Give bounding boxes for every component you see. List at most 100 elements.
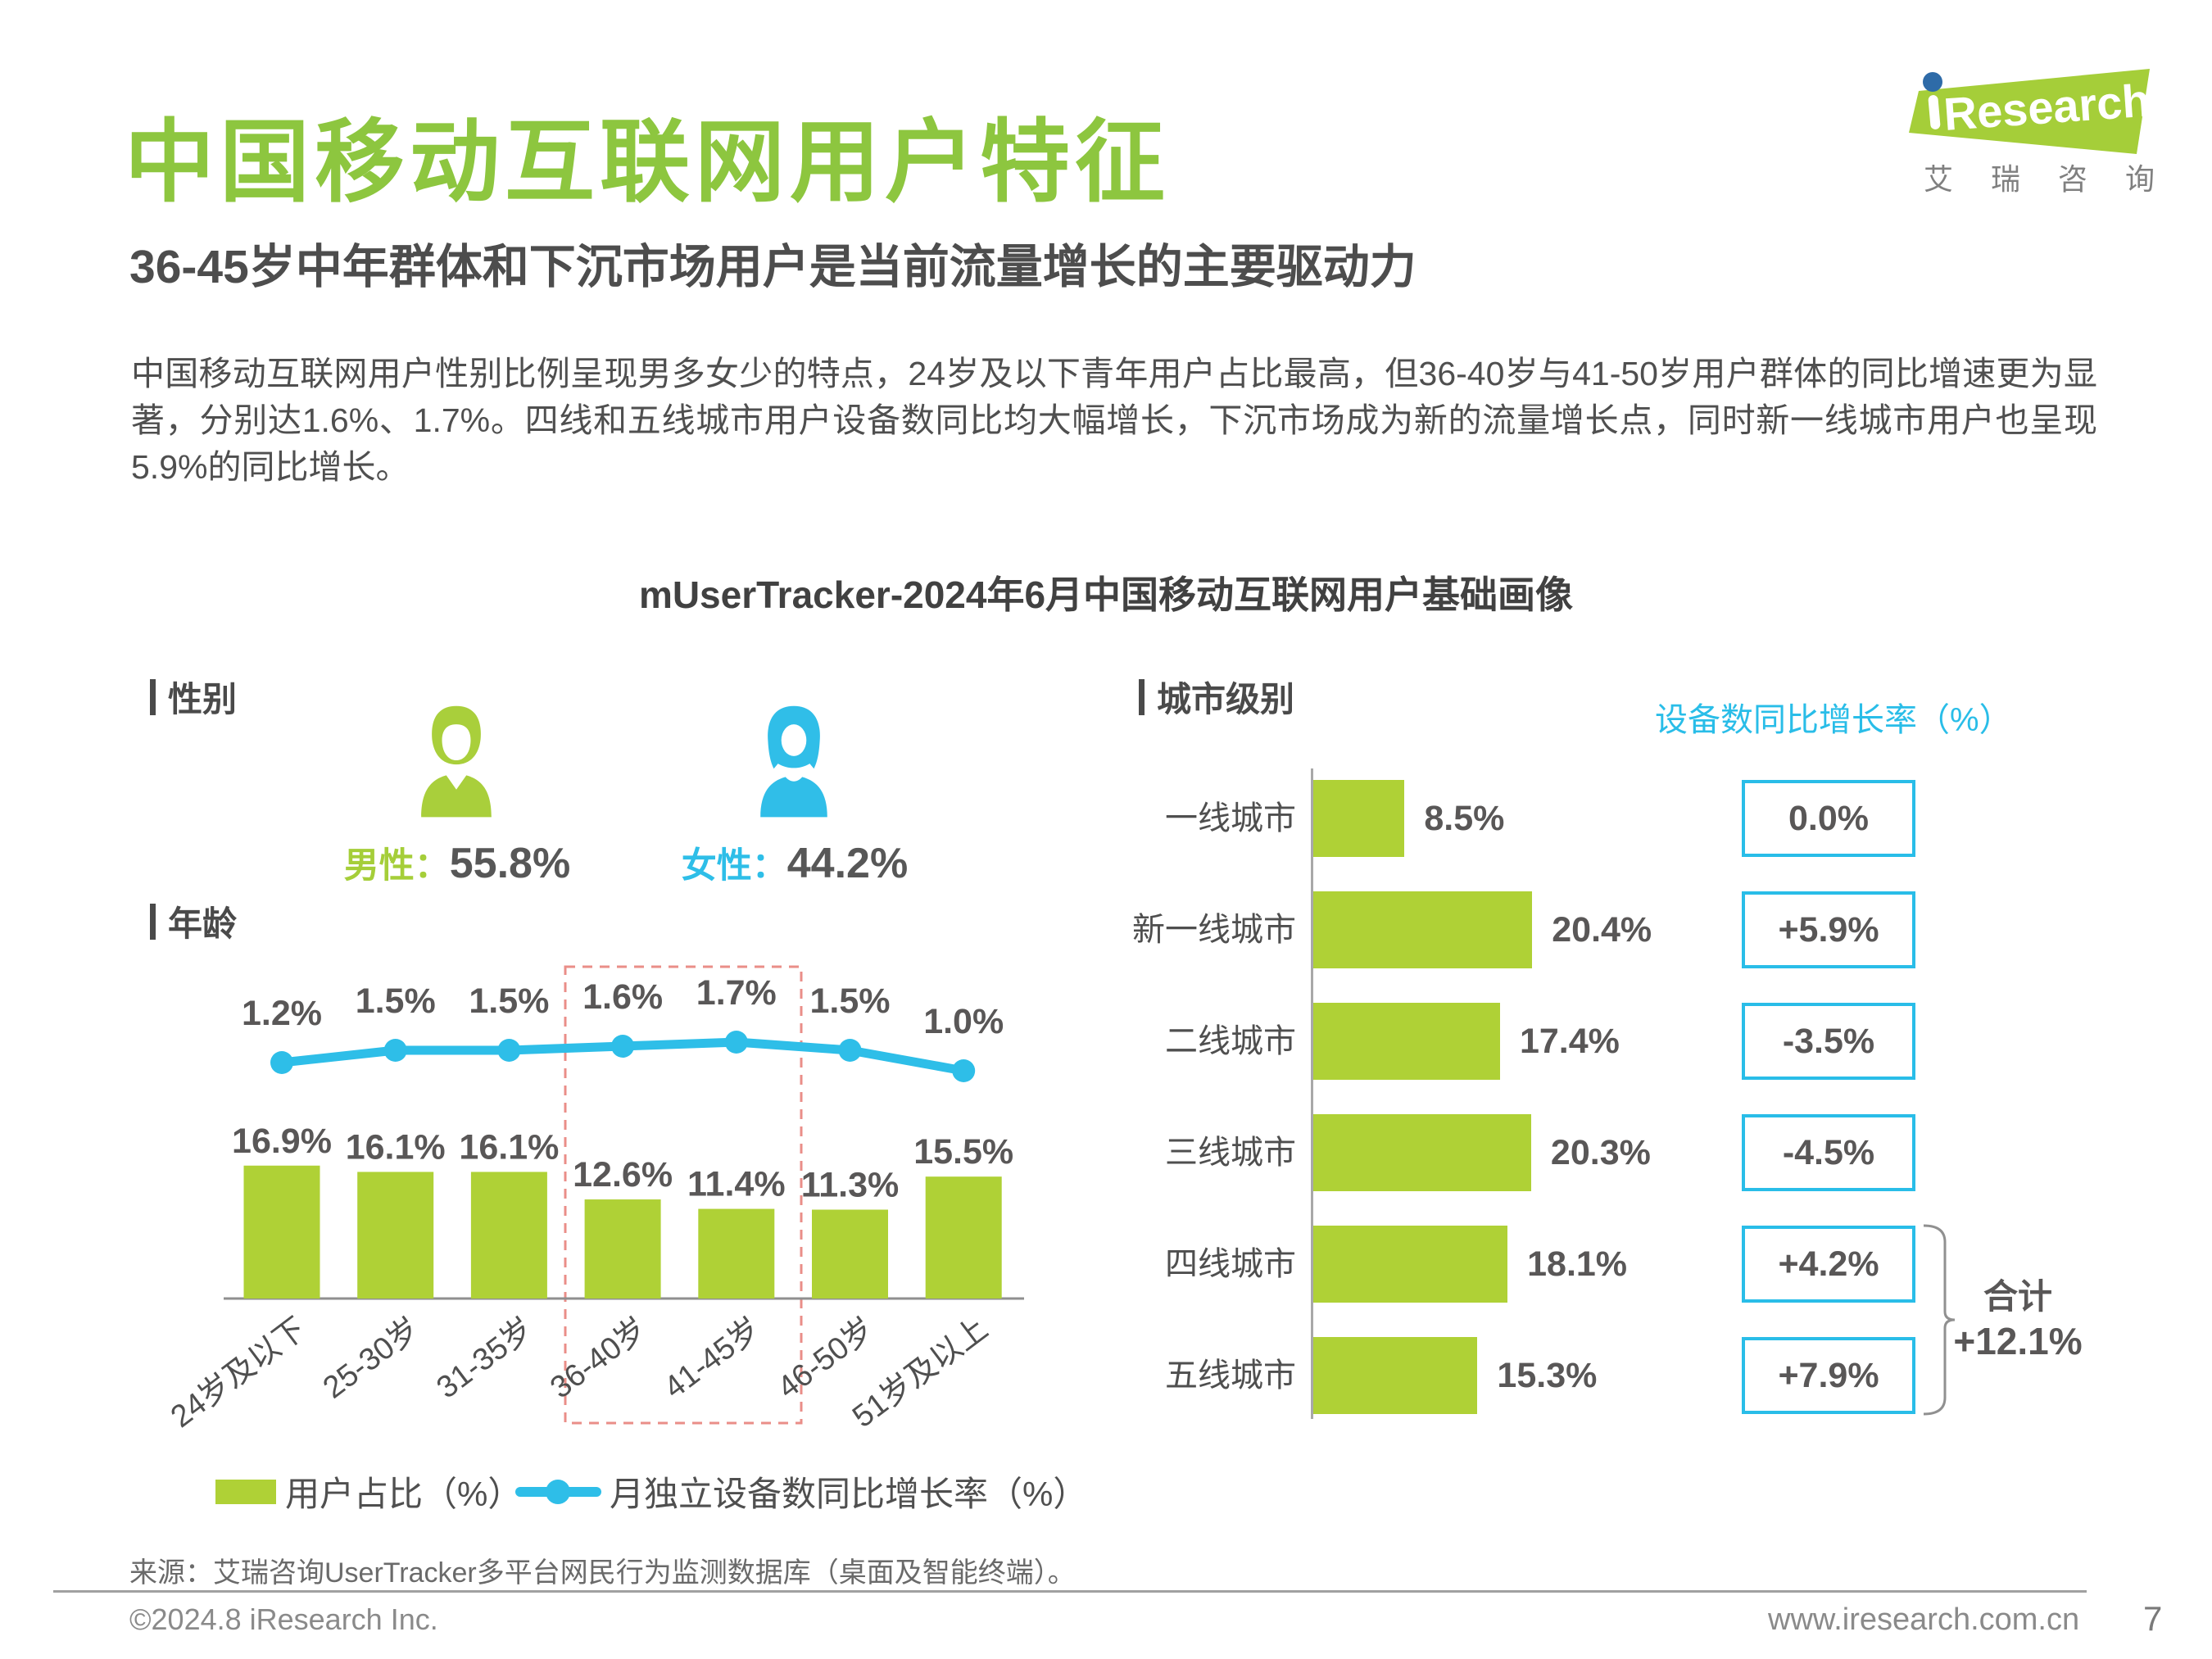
growth-rate-box: +5.9% bbox=[1742, 891, 1915, 968]
section-marker bbox=[150, 903, 156, 940]
city-tier-label: 三线城市 bbox=[1165, 1135, 1296, 1171]
male-face bbox=[442, 724, 471, 760]
city-tier-bar bbox=[1313, 891, 1533, 968]
legend-line-label: 月独立设备数同比增长率（%） bbox=[610, 1475, 1087, 1513]
footer-source: 来源：艾瑞咨询UserTracker多平台网民行为监测数据库（桌面及智能终端）。 bbox=[129, 1557, 1076, 1589]
age-axis-label: 31-35岁 bbox=[431, 1312, 540, 1406]
male-collar bbox=[448, 773, 465, 788]
city-tier-bar bbox=[1313, 1003, 1500, 1080]
logo-i-stem bbox=[1928, 95, 1941, 129]
female-value: 44.2% bbox=[786, 840, 909, 887]
growth-rate-box: +4.2% bbox=[1742, 1226, 1915, 1303]
female-label: 女性： bbox=[681, 846, 787, 886]
chart-title: mUserTracker-2024年6月中国移动互联网用户基础画像 bbox=[638, 573, 1574, 616]
growth-line-point bbox=[497, 1039, 521, 1062]
device-growth-header: 设备数同比增长率（%） bbox=[1655, 702, 2012, 738]
growth-line-point bbox=[611, 1035, 635, 1058]
age-axis-label: 25-30岁 bbox=[317, 1312, 426, 1406]
male-value: 55.8% bbox=[449, 840, 571, 887]
section-label-age: 年龄 bbox=[150, 896, 237, 946]
footer-copyright: ©2024.8 iResearch Inc. bbox=[129, 1602, 438, 1636]
page-subtitle: 36-45岁中年群体和下沉市场用户是当前流量增长的主要驱动力 bbox=[129, 241, 1416, 293]
age-combo-chart: 16.9% 16.1% 16.1% 12.6% 11.4% 11.3% 15.5% 1.2% 1… bbox=[165, 965, 1087, 1513]
footer-website: www.iresearch.com.cn bbox=[1768, 1602, 2080, 1637]
age-bar bbox=[925, 1176, 1002, 1299]
logo-i-dot bbox=[1923, 72, 1942, 92]
city-tier-bar bbox=[1313, 1114, 1531, 1191]
intro-paragraph: 中国移动互联网用户性别比例呈现男多女少的特点，24岁及以下青年用户占比最高，但3… bbox=[131, 355, 2097, 486]
legend-bar-label: 用户占比（%） bbox=[285, 1475, 522, 1513]
age-bar-value: 16.1% bbox=[459, 1127, 559, 1167]
age-axis-label: 36-40岁 bbox=[544, 1312, 653, 1406]
iresearch-logo: Research 艾瑞咨询 bbox=[1909, 69, 2156, 196]
age-bar bbox=[357, 1172, 434, 1299]
footer-divider bbox=[53, 1590, 2087, 1593]
growth-line-point bbox=[838, 1039, 862, 1062]
age-bar bbox=[698, 1208, 775, 1299]
male-user-icon bbox=[421, 705, 492, 818]
age-bar-value: 15.5% bbox=[913, 1132, 1013, 1172]
section-marker bbox=[1139, 678, 1145, 715]
section-label-gender: 性别 bbox=[150, 672, 237, 722]
growth-point-value: 1.5% bbox=[356, 981, 436, 1021]
growth-point-value: 1.0% bbox=[923, 1002, 1004, 1041]
age-bar-value: 11.3% bbox=[801, 1166, 900, 1205]
growth-rate-box: -3.5% bbox=[1742, 1003, 1915, 1080]
age-bar bbox=[812, 1209, 888, 1299]
city-tier-label: 新一线城市 bbox=[1132, 912, 1296, 948]
growth-total-value: +12.1% bbox=[1953, 1320, 2083, 1362]
age-axis-label: 46-50岁 bbox=[772, 1312, 881, 1406]
age-bar bbox=[470, 1172, 547, 1299]
male-label: 男性： bbox=[343, 846, 450, 886]
city-tier-value: 17.4% bbox=[1519, 1022, 1620, 1061]
male-stat: 男性：55.8% bbox=[313, 837, 601, 888]
section-label-city: 城市级别 bbox=[1139, 672, 1294, 722]
logo-flag-shape bbox=[1909, 69, 2150, 154]
page-number: 7 bbox=[2143, 1599, 2163, 1638]
legend-bar-swatch bbox=[215, 1480, 276, 1504]
city-tier-value: 20.3% bbox=[1550, 1133, 1651, 1172]
age-bar-value: 16.9% bbox=[232, 1122, 332, 1161]
age-bar-value: 11.4% bbox=[687, 1165, 786, 1204]
growth-point-value: 1.6% bbox=[582, 977, 663, 1017]
logo-caption: 艾瑞咨询 bbox=[1924, 162, 2156, 196]
growth-total: 合计 +12.1% bbox=[1948, 1275, 2087, 1363]
age-axis-label: 24岁及以下 bbox=[165, 1312, 312, 1435]
city-axis-line bbox=[1311, 768, 1313, 1419]
city-tier-label: 二线城市 bbox=[1165, 1023, 1296, 1059]
growth-line-point bbox=[724, 1031, 748, 1054]
highlight-dashed-box bbox=[564, 965, 803, 1425]
city-tier-label: 四线城市 bbox=[1165, 1246, 1296, 1282]
age-bar-value: 12.6% bbox=[573, 1155, 673, 1194]
male-body bbox=[421, 775, 492, 818]
city-tier-value: 18.1% bbox=[1527, 1244, 1628, 1284]
growth-line-point bbox=[952, 1059, 976, 1082]
growth-line-point bbox=[383, 1039, 407, 1062]
city-tier-label: 五线城市 bbox=[1165, 1358, 1296, 1394]
growth-point-value: 1.5% bbox=[469, 981, 549, 1021]
age-bar-value: 16.1% bbox=[346, 1127, 446, 1167]
growth-point-value: 1.5% bbox=[809, 981, 890, 1021]
growth-rate-box: -4.5% bbox=[1742, 1114, 1915, 1191]
city-tier-chart: 合计 +12.1% 一线城市 8.5% 0.0% 新一线城市 20.4% +5.9% 二线城… bbox=[1122, 762, 2171, 1491]
growth-point-value: 1.2% bbox=[242, 994, 322, 1033]
age-bar bbox=[584, 1199, 661, 1299]
growth-point-value: 1.7% bbox=[696, 973, 777, 1013]
female-face bbox=[781, 724, 807, 756]
age-axis-label: 41-45岁 bbox=[658, 1312, 767, 1406]
page-title: 中国移动互联网用户特征 bbox=[125, 112, 1170, 213]
female-stat: 女性：44.2% bbox=[650, 837, 939, 888]
city-tier-bar bbox=[1313, 780, 1405, 857]
growth-rate-box: +7.9% bbox=[1742, 1337, 1915, 1414]
city-tier-label: 一线城市 bbox=[1165, 800, 1296, 836]
city-tier-bar bbox=[1313, 1337, 1478, 1414]
female-body bbox=[760, 777, 827, 818]
city-tier-value: 20.4% bbox=[1552, 910, 1652, 950]
city-tier-bar bbox=[1313, 1226, 1508, 1303]
city-tier-value: 15.3% bbox=[1497, 1356, 1598, 1395]
city-tier-value: 8.5% bbox=[1424, 799, 1505, 838]
age-bar bbox=[243, 1165, 320, 1299]
growth-total-label: 合计 bbox=[1983, 1277, 2052, 1316]
growth-rate-box: 0.0% bbox=[1742, 780, 1915, 857]
female-user-icon bbox=[760, 705, 827, 818]
